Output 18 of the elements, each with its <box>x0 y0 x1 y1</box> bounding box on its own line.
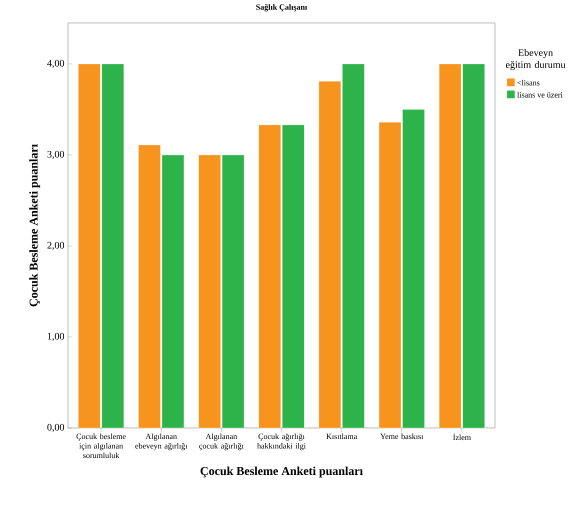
y-tick-label: 3,00 <box>47 150 64 160</box>
legend-label: <lisans <box>517 80 540 86</box>
chart-title: Sağlık Çalışanı <box>256 4 308 12</box>
y-tick-label: 1,00 <box>48 332 64 342</box>
y-axis-title: Çocuk Besleme Anketi puanları <box>29 144 40 306</box>
y-tick-label: 2,00 <box>47 242 64 250</box>
legend-label: lisans ve üzeri <box>517 92 563 98</box>
x-tick-label: Yeme baskısı <box>380 433 424 440</box>
x-tick-label: Çocuk ağırlığı hakkındaki ilgi <box>257 433 306 450</box>
x-tick-label: Kısıtlama <box>326 433 358 440</box>
x-axis-title: Çocuk Besleme Anketi puanları <box>200 466 363 478</box>
legend-title: Ebeveyn eğitim durumu <box>506 48 566 70</box>
x-tick-label: Algılanan çocuk ağırlığı <box>199 433 244 450</box>
x-tick-label: Çocuk besleme için algılanan sorumluluk <box>76 433 126 458</box>
y-tick-label: 0,00 <box>47 424 64 432</box>
x-tick-label: İzlem <box>453 433 471 440</box>
y-tick-label: 4,00 <box>47 60 64 68</box>
x-tick-label: Algılanan ebeveyn ağırlığı <box>135 433 188 450</box>
